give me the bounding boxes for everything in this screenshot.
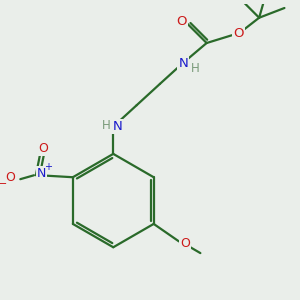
Text: N: N — [178, 57, 188, 70]
Text: H: H — [102, 119, 111, 132]
Text: N: N — [37, 167, 46, 180]
Text: +: + — [44, 161, 52, 172]
Text: N: N — [112, 120, 122, 133]
Text: O: O — [39, 142, 49, 154]
Text: −: − — [0, 179, 8, 189]
Text: O: O — [6, 171, 16, 184]
Text: O: O — [176, 15, 187, 28]
Text: H: H — [190, 62, 199, 75]
Text: O: O — [233, 27, 244, 40]
Text: O: O — [180, 237, 190, 250]
